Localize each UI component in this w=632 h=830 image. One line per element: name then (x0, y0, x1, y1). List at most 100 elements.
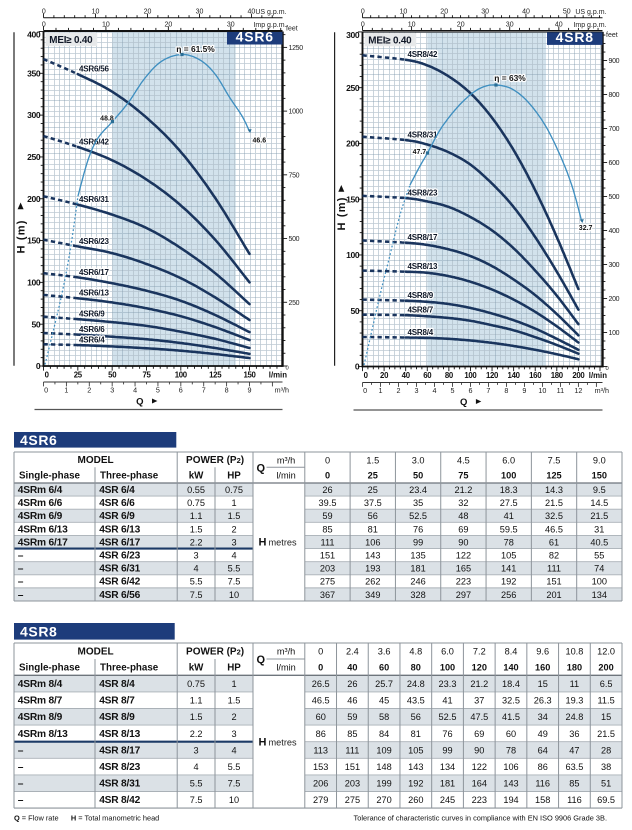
svg-text:4SR 6/6: 4SR 6/6 (99, 498, 135, 509)
svg-text:100: 100 (346, 250, 360, 260)
svg-text:134: 134 (440, 762, 455, 772)
svg-text:Imp g.p.m.: Imp g.p.m. (253, 22, 286, 29)
svg-text:5.5: 5.5 (190, 577, 203, 587)
svg-text:69: 69 (474, 729, 484, 739)
svg-text:143: 143 (365, 551, 380, 561)
svg-text:20: 20 (144, 9, 152, 16)
svg-text:m³/h: m³/h (595, 386, 609, 395)
svg-text:4SRm 6/6: 4SRm 6/6 (18, 498, 63, 509)
svg-text:8: 8 (504, 386, 508, 395)
svg-text:Q: Q (460, 397, 467, 408)
svg-text:4SR8/17: 4SR8/17 (408, 233, 438, 242)
svg-text:46.5: 46.5 (312, 696, 330, 706)
svg-text:19.3: 19.3 (565, 696, 583, 706)
svg-text:297: 297 (456, 590, 471, 600)
svg-text:48: 48 (458, 511, 468, 521)
svg-text:41.5: 41.5 (502, 712, 520, 722)
svg-text:9: 9 (248, 386, 252, 395)
svg-text:0: 0 (606, 366, 609, 372)
svg-text:4.5: 4.5 (457, 455, 470, 465)
svg-text:122: 122 (472, 762, 487, 772)
svg-text:4SRm 8/9: 4SRm 8/9 (18, 712, 63, 723)
svg-text:H: H (259, 736, 267, 748)
svg-text:25.7: 25.7 (375, 679, 393, 689)
svg-text:3.6: 3.6 (378, 647, 391, 657)
svg-text:150: 150 (243, 370, 256, 379)
svg-text:4SR6: 4SR6 (236, 29, 274, 45)
svg-text:105: 105 (408, 745, 423, 755)
svg-text:HP: HP (227, 471, 241, 482)
svg-text:192: 192 (501, 577, 516, 587)
svg-text:1: 1 (231, 498, 236, 508)
svg-text:200: 200 (27, 194, 41, 204)
svg-text:140: 140 (508, 371, 521, 380)
svg-text:9: 9 (522, 386, 526, 395)
svg-text:0: 0 (363, 386, 367, 395)
svg-text:8.4: 8.4 (505, 647, 518, 657)
svg-text:MEI≥ 0.40: MEI≥ 0.40 (49, 35, 93, 46)
svg-text:l/min: l/min (276, 471, 295, 481)
svg-text:245: 245 (440, 795, 455, 805)
svg-text:37: 37 (474, 696, 484, 706)
svg-text:10: 10 (229, 590, 239, 600)
svg-text:23.4: 23.4 (409, 485, 427, 495)
svg-text:4SR8/7: 4SR8/7 (408, 306, 434, 315)
svg-text:49: 49 (538, 729, 548, 739)
svg-text:η = 61.5%: η = 61.5% (176, 44, 215, 54)
svg-text:10: 10 (400, 9, 408, 16)
svg-text:4SR 6/17: 4SR 6/17 (99, 537, 140, 548)
svg-text:193: 193 (365, 564, 380, 574)
svg-text:Three-phase: Three-phase (100, 663, 159, 674)
svg-text:199: 199 (376, 779, 391, 789)
svg-text:0: 0 (364, 371, 369, 380)
svg-text:15: 15 (601, 712, 611, 722)
svg-text:4SRm 6/4: 4SRm 6/4 (18, 485, 63, 496)
svg-text:86: 86 (316, 729, 326, 739)
svg-text:10: 10 (229, 795, 239, 805)
svg-text:45: 45 (379, 696, 389, 706)
svg-text:Tolerance of characteristic cu: Tolerance of characteristic curves in co… (354, 813, 607, 822)
svg-text:150: 150 (346, 194, 360, 204)
svg-text:100: 100 (27, 278, 41, 288)
svg-text:148: 148 (376, 762, 391, 772)
svg-text:l/min: l/min (589, 371, 607, 380)
svg-text:4: 4 (231, 551, 236, 561)
svg-text:m³/h: m³/h (275, 386, 289, 395)
svg-text:64: 64 (538, 745, 548, 755)
svg-text:6.5: 6.5 (600, 679, 613, 689)
svg-text:0: 0 (42, 21, 46, 28)
svg-text:4.8: 4.8 (409, 647, 422, 657)
svg-text:4SR 8/42: 4SR 8/42 (99, 795, 140, 806)
svg-text:3: 3 (194, 551, 199, 561)
svg-text:7.5: 7.5 (190, 590, 203, 600)
svg-text:US g.p.m.: US g.p.m. (575, 9, 606, 16)
svg-text:4SR6/6: 4SR6/6 (79, 325, 105, 334)
svg-text:69: 69 (458, 524, 468, 534)
svg-text:kW: kW (189, 663, 204, 674)
svg-text:4SR6/56: 4SR6/56 (79, 65, 109, 74)
svg-text:0: 0 (361, 21, 365, 28)
svg-text:100: 100 (501, 471, 516, 481)
svg-text:400: 400 (27, 30, 41, 40)
svg-text:90: 90 (474, 745, 484, 755)
svg-text:4SR8/31: 4SR8/31 (408, 131, 438, 140)
svg-text:5.5: 5.5 (190, 779, 203, 789)
svg-text:37.5: 37.5 (364, 498, 382, 508)
svg-text:100: 100 (175, 370, 188, 379)
svg-text:76: 76 (413, 524, 423, 534)
svg-text:151: 151 (546, 577, 561, 587)
svg-text:11: 11 (570, 679, 580, 689)
svg-text:11: 11 (557, 386, 564, 395)
svg-text:275: 275 (345, 795, 360, 805)
svg-text:1250: 1250 (289, 45, 304, 52)
svg-text:10: 10 (408, 21, 416, 28)
svg-text:–: – (18, 779, 24, 790)
svg-text:100: 100 (440, 663, 455, 673)
svg-text:5.5: 5.5 (228, 564, 241, 574)
svg-text:3: 3 (231, 537, 236, 547)
svg-text:0: 0 (318, 647, 323, 657)
svg-text:4SR 6/13: 4SR 6/13 (99, 524, 140, 535)
svg-text:4SR 8/9: 4SR 8/9 (99, 712, 135, 723)
svg-text:4SR6/23: 4SR6/23 (79, 237, 109, 246)
svg-text:200: 200 (572, 371, 585, 380)
